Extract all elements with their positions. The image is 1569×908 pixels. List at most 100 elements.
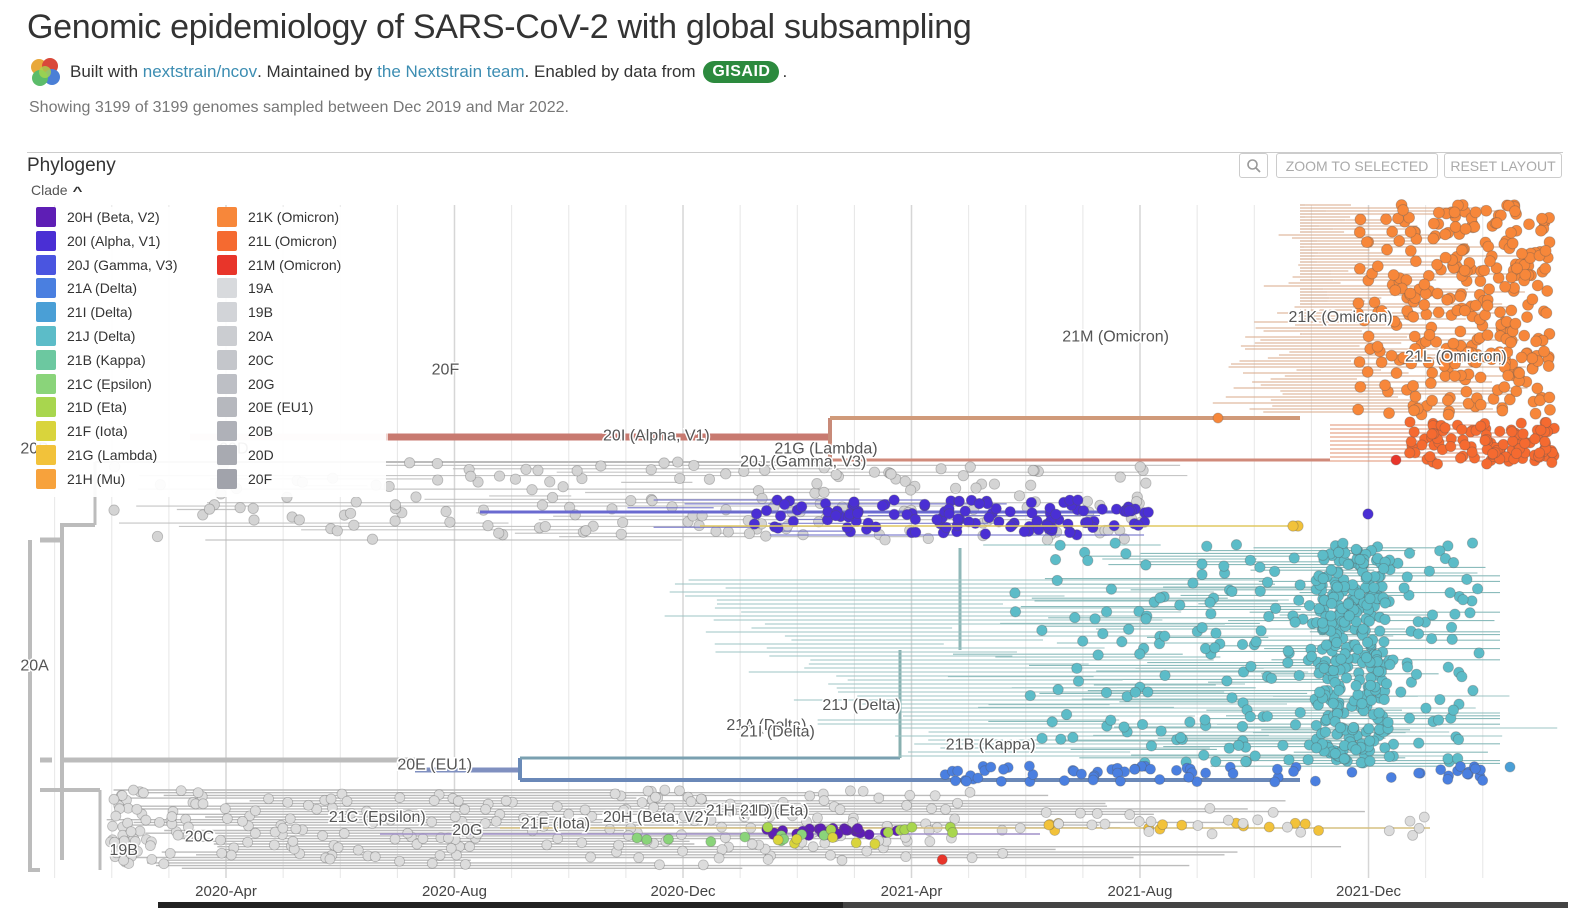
tree-tip[interactable] (1081, 495, 1093, 507)
tree-tip[interactable] (674, 472, 686, 485)
tree-tip[interactable] (1331, 636, 1343, 649)
tree-tip[interactable] (705, 836, 717, 848)
legend-item[interactable]: 19B (217, 302, 273, 323)
tree-tip[interactable] (1184, 716, 1196, 728)
tree-tip[interactable] (1420, 702, 1432, 714)
tree-tip[interactable] (1175, 731, 1187, 744)
tree-tip[interactable] (1310, 742, 1322, 754)
tree-tip[interactable] (311, 803, 323, 815)
tree-tip[interactable] (1373, 707, 1385, 719)
tree-tip[interactable] (1240, 755, 1252, 768)
tree-tip[interactable] (1454, 325, 1467, 338)
tree-tip[interactable] (1118, 721, 1130, 733)
tree-tip[interactable] (1404, 447, 1416, 459)
tree-tip[interactable] (1478, 264, 1491, 277)
tree-tip[interactable] (641, 834, 653, 846)
tree-tip[interactable] (1244, 711, 1256, 723)
tree-tip[interactable] (1024, 689, 1036, 702)
tree-tip[interactable] (1371, 260, 1384, 273)
tree-tip[interactable] (1283, 754, 1295, 766)
tree-tip[interactable] (394, 855, 405, 867)
tree-tip[interactable] (1036, 624, 1048, 636)
tree-tip[interactable] (1327, 697, 1339, 709)
tree-tip[interactable] (1364, 735, 1376, 747)
tree-tip[interactable] (1254, 561, 1266, 573)
tree-tip[interactable] (290, 823, 302, 835)
tree-tip[interactable] (959, 505, 971, 517)
tree-tip[interactable] (1115, 775, 1126, 787)
tree-tip[interactable] (1236, 720, 1249, 733)
tree-tip[interactable] (579, 804, 591, 816)
tree-tip[interactable] (1293, 594, 1305, 606)
tree-tip[interactable] (919, 498, 931, 511)
tree-tip[interactable] (787, 515, 799, 527)
legend-item[interactable]: 21G (Lambda) (36, 445, 157, 465)
tree-tip[interactable] (1310, 719, 1322, 732)
tree-tip[interactable] (1354, 553, 1366, 566)
tree-tip[interactable] (403, 809, 415, 821)
tree-tip[interactable] (666, 501, 678, 513)
tree-tip[interactable] (1461, 573, 1473, 585)
tree-tip[interactable] (804, 790, 816, 802)
tree-tip[interactable] (1449, 608, 1461, 620)
tree-tip[interactable] (426, 857, 438, 869)
tree-tip[interactable] (1439, 251, 1452, 264)
tree-tip[interactable] (1543, 328, 1556, 340)
tree-tip[interactable] (1452, 733, 1465, 746)
tree-tip[interactable] (1535, 424, 1547, 436)
tree-tip[interactable] (713, 852, 725, 864)
tree-tip[interactable] (1456, 671, 1468, 683)
tree-tip[interactable] (1364, 592, 1376, 605)
tree-tip[interactable] (1134, 461, 1146, 473)
tree-tip[interactable] (1426, 394, 1438, 407)
tree-tip[interactable] (695, 793, 707, 805)
tree-tip[interactable] (1105, 583, 1117, 595)
tree-tip[interactable] (417, 833, 429, 844)
tree-tip[interactable] (1404, 815, 1416, 827)
tree-tip[interactable] (1364, 679, 1377, 692)
tree-tip[interactable] (678, 810, 690, 822)
tree-tip[interactable] (1382, 716, 1394, 728)
tree-tip[interactable] (164, 847, 176, 859)
tree-tip[interactable] (848, 496, 860, 508)
tree-tip[interactable] (324, 853, 336, 865)
tree-tip[interactable] (659, 784, 671, 796)
tree-tip[interactable] (403, 457, 416, 469)
tree-tip[interactable] (966, 852, 978, 864)
tree-tip[interactable] (1059, 775, 1070, 787)
tree-tip[interactable] (1490, 262, 1503, 274)
tree-tip[interactable] (1533, 447, 1546, 459)
tree-tip[interactable] (1024, 760, 1035, 772)
tree-tip[interactable] (1342, 598, 1354, 610)
tree-tip[interactable] (1091, 808, 1103, 819)
tree-tip[interactable] (140, 814, 152, 826)
tree-tip[interactable] (109, 836, 120, 848)
tree-tip[interactable] (479, 818, 491, 829)
tree-tip[interactable] (1004, 506, 1016, 518)
legend-item[interactable]: 21D (Eta) (36, 397, 127, 418)
tree-tip[interactable] (738, 465, 750, 477)
tree-tip[interactable] (779, 498, 791, 511)
tree-tip[interactable] (1053, 818, 1065, 830)
tree-tip[interactable] (1459, 223, 1472, 235)
tree-tip[interactable] (1477, 775, 1489, 786)
tree-tip[interactable] (697, 859, 709, 871)
tree-tip[interactable] (1410, 668, 1423, 680)
tree-tip[interactable] (901, 799, 913, 811)
tree-tip[interactable] (1404, 244, 1417, 257)
tree-tip[interactable] (631, 832, 643, 844)
tree-tip[interactable] (1539, 244, 1552, 257)
tree-tip[interactable] (762, 854, 774, 865)
tree-tip[interactable] (509, 473, 522, 485)
tree-tip[interactable] (1521, 311, 1533, 323)
tree-tip[interactable] (1155, 725, 1167, 737)
tree-tip[interactable] (1438, 359, 1451, 372)
tree-tip[interactable] (426, 816, 438, 828)
tree-tip[interactable] (1531, 382, 1544, 395)
tree-tip[interactable] (1092, 649, 1104, 661)
tree-tip[interactable] (1076, 768, 1087, 780)
tree-tip[interactable] (1531, 279, 1544, 292)
tree-tip[interactable] (1407, 310, 1420, 323)
tree-tip[interactable] (1054, 539, 1066, 551)
tree-tip[interactable] (900, 851, 912, 863)
